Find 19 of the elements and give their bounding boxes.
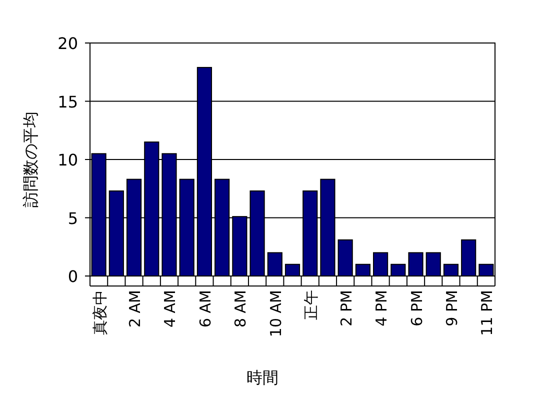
y-tick-label: 15 xyxy=(58,92,78,112)
x-axis-title: 時間 xyxy=(246,368,278,387)
x-tick-label: 4 AM xyxy=(161,290,180,328)
x-tick-label: 真夜中 xyxy=(90,290,109,335)
x-tick-label: 2 PM xyxy=(337,290,356,326)
y-tick-label: 5 xyxy=(68,208,78,228)
x-tick-label: 10 AM xyxy=(266,290,285,338)
y-tick-label: 20 xyxy=(58,34,78,53)
y-tick-label: 10 xyxy=(58,150,78,170)
x-tick-label: 11 PM xyxy=(478,290,496,336)
x-tick-label: 6 PM xyxy=(408,290,426,326)
y-axis-title: 訪問数の平均 xyxy=(21,112,40,208)
x-tick-label: 4 PM xyxy=(372,290,391,326)
x-tick-label: 9 PM xyxy=(442,290,461,326)
y-tick-label: 0 xyxy=(68,267,78,286)
x-tick-label: 2 AM xyxy=(126,290,144,328)
x-tick-label: 正午 xyxy=(302,290,320,320)
x-tick-label: 6 AM xyxy=(196,290,214,328)
x-tick-label: 8 AM xyxy=(232,290,250,328)
